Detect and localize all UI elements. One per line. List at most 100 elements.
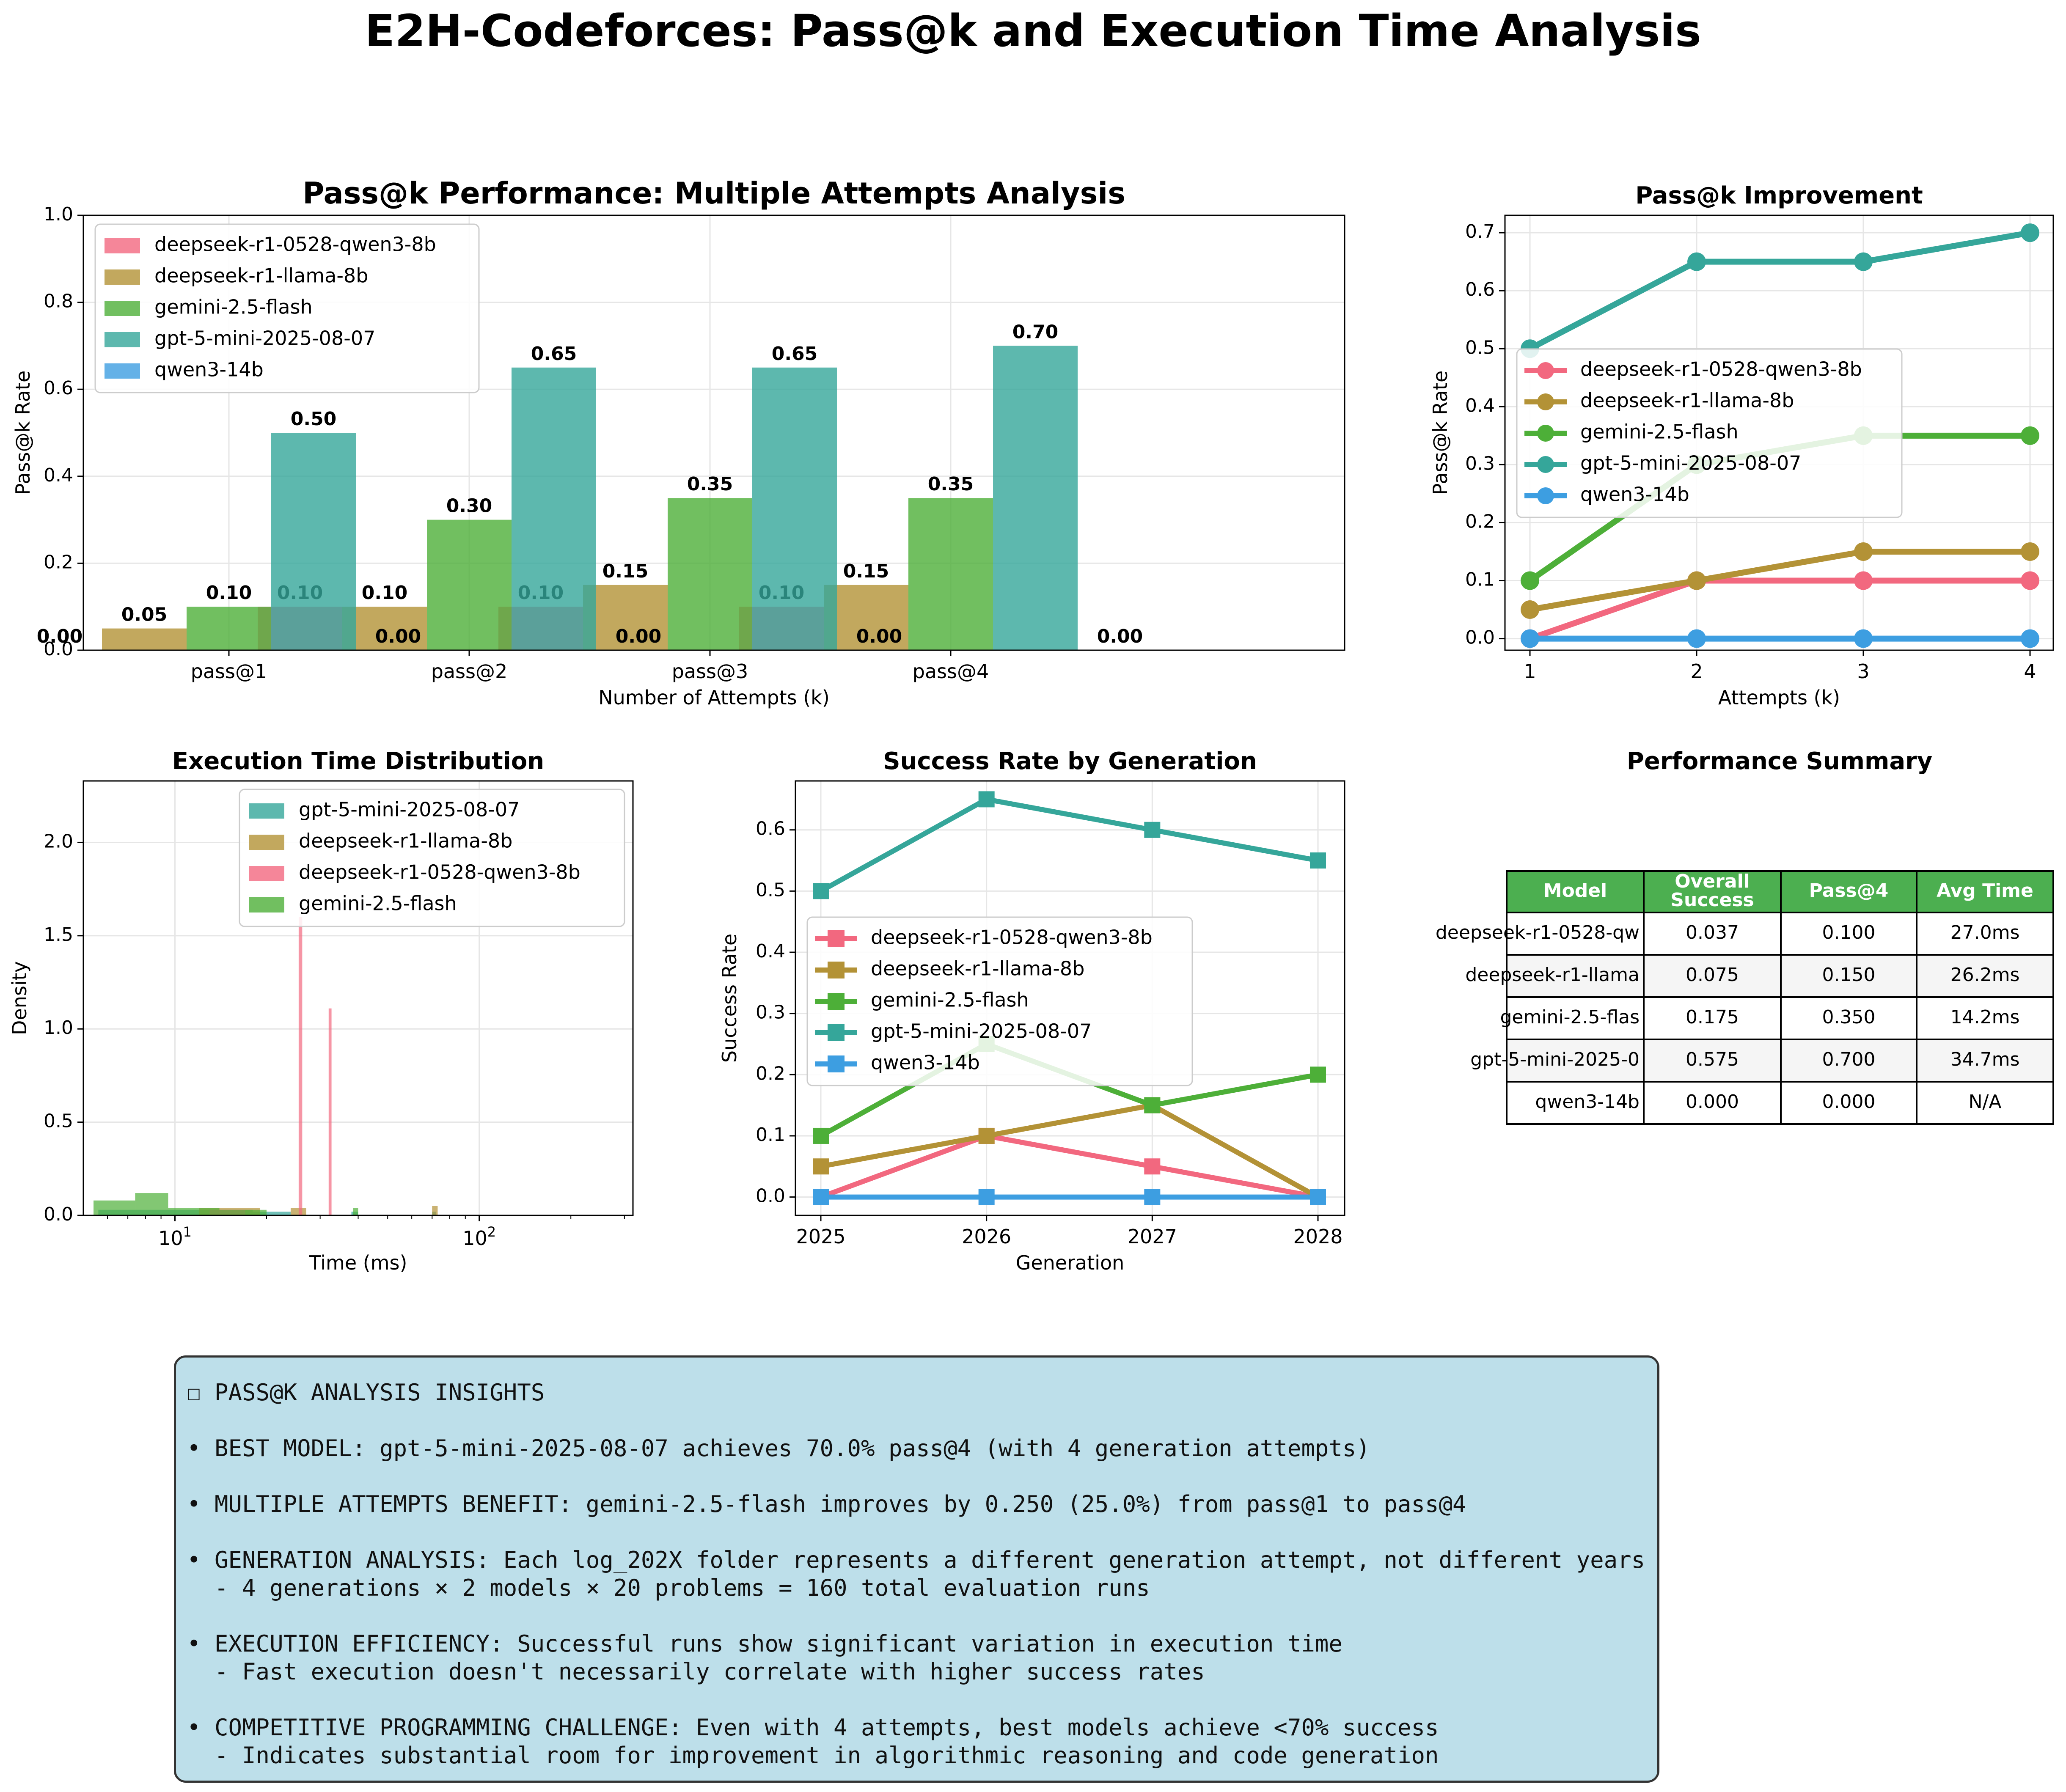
plot-frame <box>83 214 1345 651</box>
table-model-text: deepseek-r1-0528-qw <box>1436 922 1640 943</box>
data-point <box>2021 426 2039 445</box>
table-cell-text: 0.000 <box>1686 1091 1739 1113</box>
bar <box>102 628 187 650</box>
y-tick-label: 1.0 <box>44 1017 73 1039</box>
series-line <box>820 1102 1319 1199</box>
y-tick-label: 0.0 <box>1465 627 1495 649</box>
bar-value-label: 0.35 <box>687 473 733 495</box>
y-tick-label: 0.0 <box>44 638 73 660</box>
insight-spacer <box>187 1602 1657 1630</box>
legend-label: gemini-2.5-flash <box>1580 421 1739 443</box>
y-axis-label: Density <box>8 961 31 1035</box>
bar-value-label: 0.10 <box>362 582 408 604</box>
y-tick-label: 0.4 <box>1465 395 1495 416</box>
bar-value-label: 0.00 <box>616 626 662 647</box>
y-tick-label: 0.5 <box>1465 337 1495 358</box>
y-tick-label: 0.6 <box>756 818 785 840</box>
table-cell <box>1643 912 1782 956</box>
table-cell <box>1643 1039 1782 1083</box>
insight-line: • EXECUTION EFFICIENCY: Successful runs … <box>187 1630 1342 1657</box>
data-point <box>1144 1189 1161 1205</box>
table-header-text: Success <box>1670 889 1754 911</box>
y-tick-label: 0.4 <box>756 940 785 962</box>
bar <box>187 607 271 650</box>
bar-value-label: 0.05 <box>121 604 168 626</box>
y-tick-label: 0.0 <box>44 1204 73 1225</box>
histogram-bin <box>253 1212 291 1215</box>
data-point <box>978 1189 995 1205</box>
x-tick-exponent: 2 <box>487 1224 496 1240</box>
data-point <box>2021 629 2039 648</box>
y-tick-label: 0.2 <box>1465 511 1495 532</box>
histogram-bin <box>290 1208 306 1215</box>
y-tick-label: 0.2 <box>44 551 73 573</box>
series-line <box>1529 548 2030 613</box>
table-cell-text: 27.0ms <box>1950 922 2020 943</box>
legend-marker <box>828 1055 845 1072</box>
table-header-text: Model <box>1543 880 1607 901</box>
y-axis-label: Success Rate <box>718 934 741 1063</box>
legend-label: qwen3-14b <box>154 358 264 381</box>
table-cell <box>1506 1081 1645 1125</box>
data-point <box>2021 542 2039 561</box>
bar-value-label: 0.00 <box>375 626 421 647</box>
data-point <box>1687 571 1706 590</box>
table-cell-text: 14.2ms <box>1950 1006 2020 1028</box>
insight-line: • BEST MODEL: gpt-5-mini-2025-08-07 achi… <box>187 1435 1370 1462</box>
y-tick-label: 0.0 <box>756 1185 785 1207</box>
chart-title: Performance Summary <box>1627 748 1933 775</box>
data-point <box>1310 852 1326 869</box>
table-cell <box>1916 1039 2054 1083</box>
y-tick-label: 0.1 <box>756 1124 785 1146</box>
y-tick-label: 0.4 <box>44 464 73 486</box>
table-cell-text: 0.000 <box>1822 1091 1876 1113</box>
bar-value-label: 0.15 <box>602 561 649 582</box>
table-cell-text: 0.037 <box>1686 922 1739 943</box>
table-model-text: gemini-2.5-flas <box>1500 1006 1640 1028</box>
x-axis-label: Time (ms) <box>309 1251 407 1274</box>
bar-value-label: 0.10 <box>206 582 252 604</box>
data-point <box>1854 252 1873 271</box>
bar <box>342 607 427 650</box>
table-header-text: Overall <box>1675 871 1750 892</box>
insight-spacer <box>187 1407 1657 1435</box>
y-tick-label: 2.0 <box>44 830 73 852</box>
legend-marker <box>828 993 845 1010</box>
chart-title: Pass@k Performance: Multiple Attempts An… <box>303 176 1125 211</box>
legend-label: deepseek-r1-0528-qwen3-8b <box>871 926 1153 949</box>
bar <box>993 346 1078 650</box>
bar <box>427 519 512 650</box>
table-cell <box>1780 1039 1917 1083</box>
chart-title: Pass@k Improvement <box>1635 182 1923 209</box>
bar-value-label: 0.00 <box>37 626 83 647</box>
legend-marker <box>1537 425 1554 442</box>
y-tick-label: 0.5 <box>44 1110 73 1132</box>
table-cell <box>1643 1081 1782 1125</box>
insight-spacer <box>187 1462 1657 1490</box>
legend-label: gemini-2.5-flash <box>299 892 457 915</box>
legend-label: gpt-5-mini-2025-08-07 <box>299 798 520 821</box>
legend-label: gpt-5-mini-2025-08-07 <box>154 327 375 350</box>
y-tick-label: 0.5 <box>756 879 785 901</box>
data-point <box>1687 629 1706 648</box>
table-cell-text: 0.575 <box>1686 1049 1739 1070</box>
table-cell-text: 0.150 <box>1822 964 1876 986</box>
bar <box>512 367 596 650</box>
y-tick-label: 0.1 <box>1465 569 1495 591</box>
histogram-bin <box>219 1209 267 1215</box>
legend-box <box>239 789 625 927</box>
series-line <box>1528 230 2031 352</box>
legend-label: gemini-2.5-flash <box>154 296 313 319</box>
legend-box <box>94 223 480 393</box>
table-cell-text: 0.100 <box>1822 922 1876 943</box>
bar <box>908 498 993 650</box>
x-tick-base: 10 <box>462 1227 487 1250</box>
y-tick-label: 1.0 <box>44 203 73 225</box>
y-tick-label: 0.6 <box>44 377 73 399</box>
bar-value-label: 0.30 <box>446 495 492 517</box>
data-point <box>1687 252 1706 271</box>
table-model-text: gpt-5-mini-2025-0 <box>1470 1049 1640 1070</box>
x-tick-base: 10 <box>158 1227 183 1250</box>
table-cell-text: 0.075 <box>1686 964 1739 986</box>
